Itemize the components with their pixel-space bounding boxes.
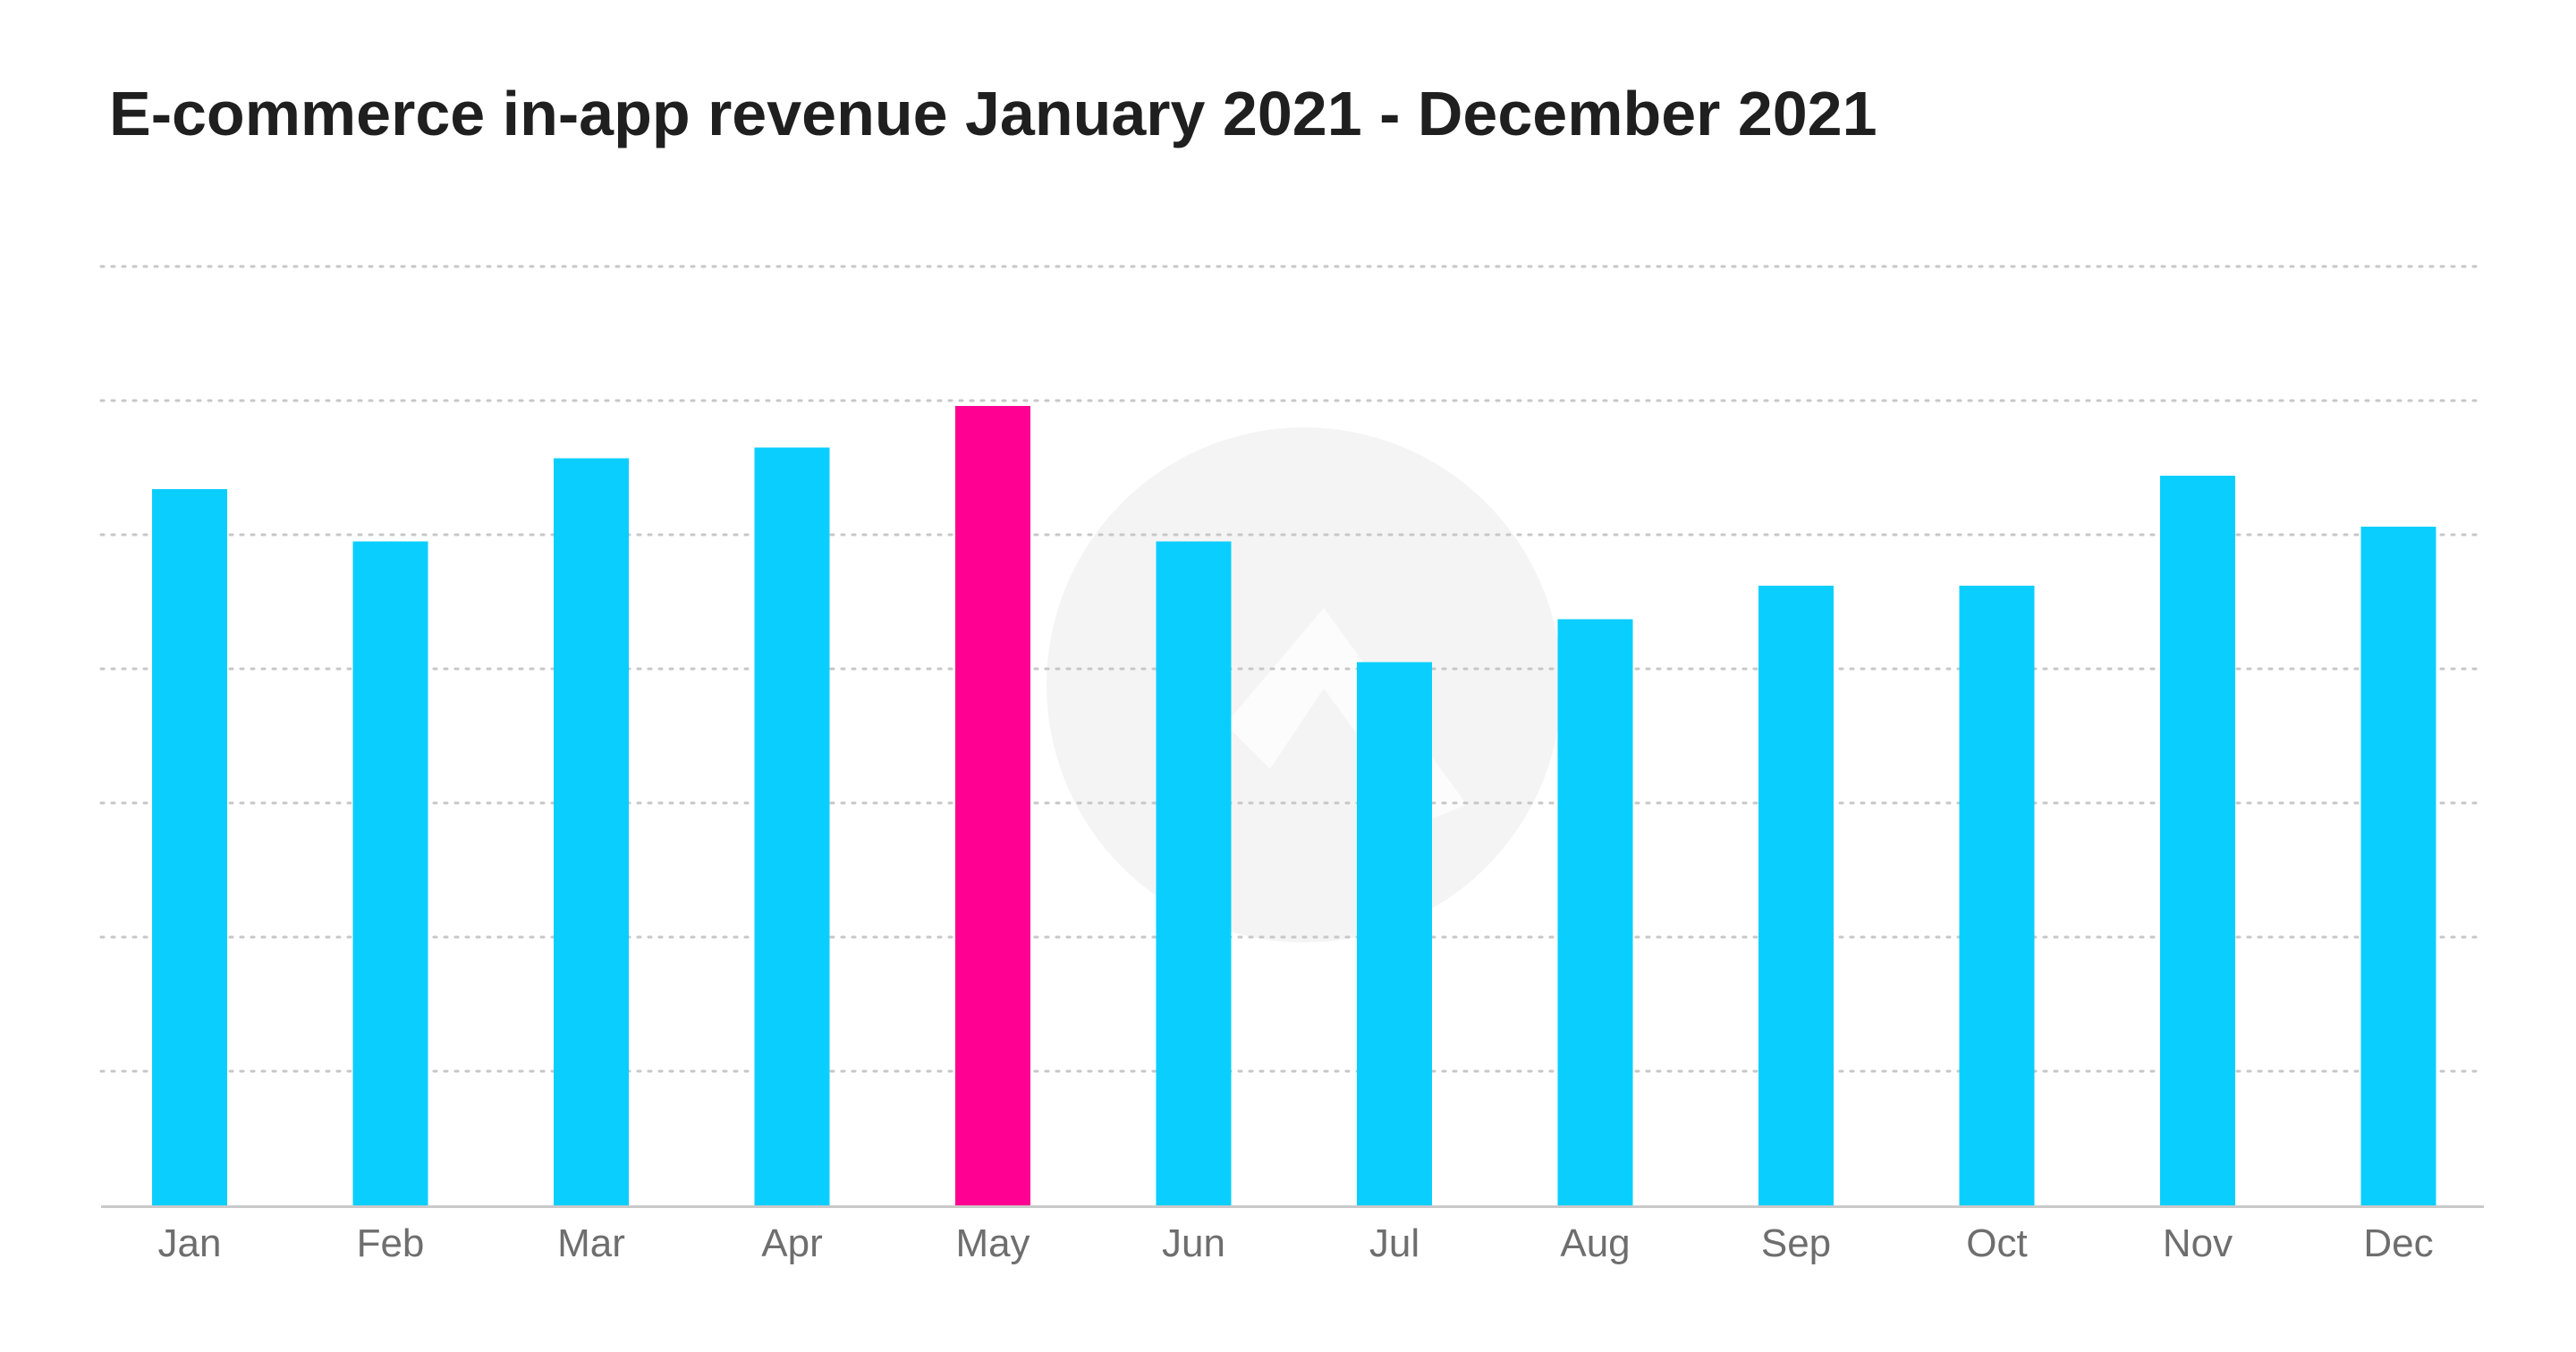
bar-feb — [352, 541, 428, 1205]
x-tick-label-sep: Sep — [1761, 1221, 1831, 1265]
x-tick-label-aug: Aug — [1560, 1221, 1630, 1265]
bar-oct — [1959, 586, 2035, 1205]
bar-dec — [2360, 527, 2436, 1205]
x-tick-label-may: May — [955, 1221, 1030, 1265]
x-tick-label-apr: Apr — [761, 1221, 822, 1265]
gridlines — [99, 265, 2486, 1073]
watermark-logo-icon — [1046, 427, 1562, 942]
x-tick-label-jun: Jun — [1162, 1221, 1225, 1265]
bar-aug — [1557, 619, 1633, 1205]
bar-jan — [152, 489, 227, 1205]
x-tick-label-jan: Jan — [158, 1221, 222, 1265]
bar-jun — [1156, 541, 1232, 1205]
x-tick-label-feb: Feb — [357, 1221, 425, 1265]
bar-sep — [1758, 586, 1834, 1205]
x-tick-label-mar: Mar — [557, 1221, 625, 1265]
x-tick-labels: Jan Feb Mar Apr May Jun Jul Aug Sep Oct Nov Dec — [158, 1221, 2434, 1265]
bar-nov — [2160, 476, 2235, 1205]
x-tick-label-nov: Nov — [2163, 1221, 2233, 1265]
x-tick-label-oct: Oct — [1966, 1221, 2027, 1265]
bar-apr — [754, 447, 830, 1205]
x-tick-label-jul: Jul — [1369, 1221, 1419, 1265]
bars — [152, 406, 2436, 1205]
bar-mar — [554, 458, 629, 1205]
bar-may — [955, 406, 1030, 1205]
x-tick-label-dec: Dec — [2363, 1221, 2433, 1265]
chart-title: E-commerce in-app revenue January 2021 -… — [109, 79, 1877, 148]
bar-jul — [1357, 662, 1432, 1205]
